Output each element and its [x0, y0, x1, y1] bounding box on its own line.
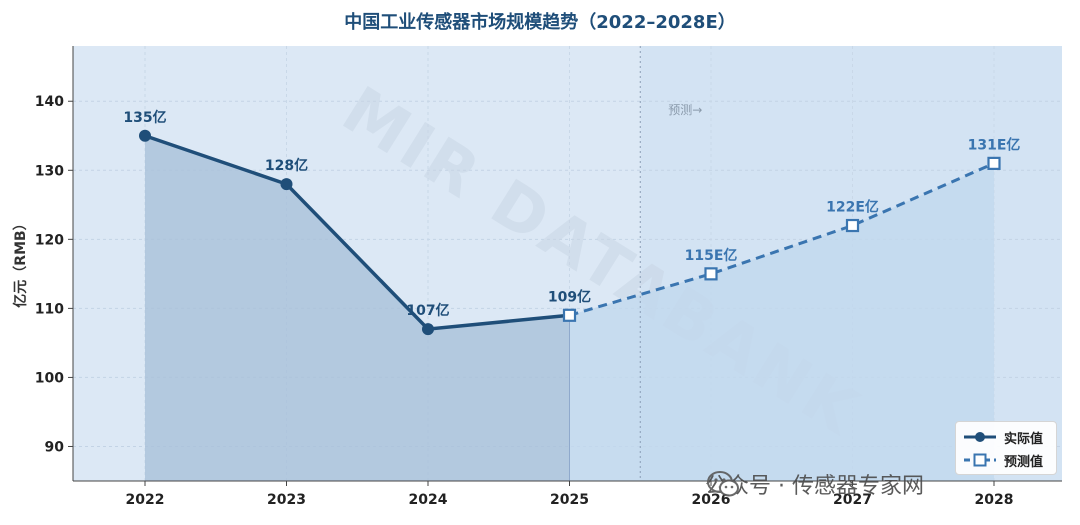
forecast-data-label: 131E亿 [968, 136, 1021, 153]
forecast-data-point [704, 267, 718, 281]
legend-actual-swatch [964, 432, 996, 442]
y-tick-label: 130 [35, 163, 64, 179]
actual-series-line [144, 134, 570, 331]
y-tick-label: 140 [35, 94, 64, 110]
legend-item-actual: 实际值 [962, 427, 1043, 447]
y-tick-label: 90 [45, 439, 65, 455]
x-tick-label: 2027 [833, 492, 872, 508]
footer-watermark: 公众号 · 传感器专家网 [705, 466, 924, 502]
forecast-data-label: 122E亿 [826, 199, 879, 216]
forecast-area-fill [569, 163, 994, 481]
x-tick-label: 2026 [692, 492, 731, 508]
y-tick-label: 120 [35, 232, 64, 248]
actual-data-point [139, 129, 151, 142]
legend-item-forecast: 预测值 [962, 450, 1043, 470]
actual-data-label: 135亿 [123, 109, 166, 126]
wechat-icon [707, 471, 739, 497]
forecast-data-label: 115E亿 [685, 247, 738, 264]
y-tick-label: 110 [35, 301, 64, 317]
actual-data-point [280, 178, 293, 191]
legend-forecast-swatch [964, 453, 996, 467]
actual-data-point [422, 323, 434, 336]
legend: 实际值 预测值 [955, 421, 1057, 475]
actual-data-label: 109亿 [548, 288, 591, 305]
x-tick-label: 2023 [267, 492, 306, 508]
footer-text: 公众号 · 传感器专家网 [705, 474, 924, 499]
x-tick-label: 2024 [409, 492, 448, 508]
chart-title: 中国工业传感器市场规模趋势（2022–2028E） [344, 12, 736, 33]
actual-data-label: 107亿 [406, 302, 449, 319]
y-tick-label: 100 [35, 370, 64, 386]
forecast-data-point [562, 308, 577, 322]
legend-label-actual: 实际值 [1004, 431, 1044, 447]
forecast-data-point [845, 218, 860, 233]
x-tick-label: 2025 [550, 492, 589, 508]
forecast-data-point [987, 156, 1001, 170]
actual-data-label: 128亿 [265, 157, 308, 174]
actual-area-fill [145, 135, 570, 481]
forecast-annotation: 预测→ [668, 103, 702, 117]
x-tick-label: 2022 [126, 492, 165, 508]
x-tick-label: 2028 [975, 492, 1014, 508]
legend-label-forecast: 预测值 [1004, 454, 1044, 470]
